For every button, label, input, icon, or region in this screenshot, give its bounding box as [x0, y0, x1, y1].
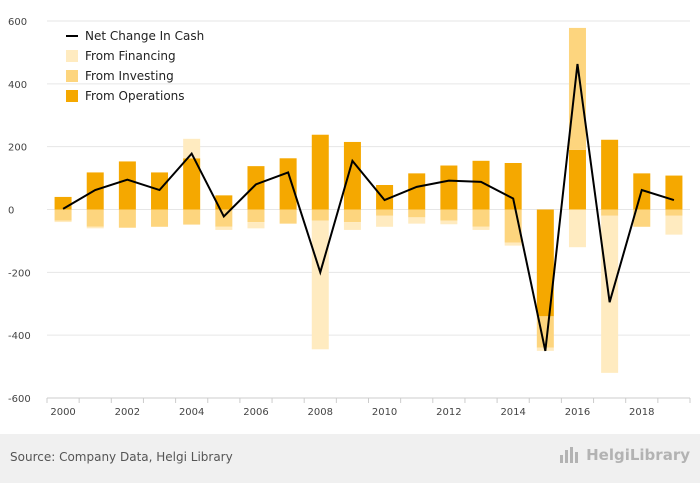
footer: Source: Company Data, Helgi Library Helg… — [0, 434, 700, 483]
x-tick-label: 2016 — [565, 407, 590, 418]
bar-from-financing — [440, 220, 458, 225]
bar-from-financing — [408, 217, 426, 224]
bar-from-operations — [118, 161, 136, 210]
legend-label-from-operations[interactable]: From Operations — [85, 89, 185, 103]
bar-from-investing — [408, 209, 426, 218]
x-tick-label: 2010 — [372, 407, 397, 418]
bar-from-financing — [568, 209, 586, 248]
legend-label-from-investing[interactable]: From Investing — [85, 69, 174, 83]
bar-from-financing — [183, 138, 201, 159]
bars — [54, 27, 683, 373]
bar-from-financing — [54, 220, 72, 223]
bar-from-investing — [118, 209, 136, 228]
x-tick-label: 2006 — [243, 407, 268, 418]
bar-from-operations — [472, 160, 490, 210]
bar-from-investing — [601, 209, 619, 216]
bar-from-investing — [151, 209, 169, 227]
legend: Net Change In Cash From Financing From Inv… — [66, 29, 204, 103]
bar-from-operations — [440, 165, 458, 210]
bar-from-investing — [440, 209, 458, 221]
bar-from-operations — [311, 134, 329, 210]
bar-from-operations — [504, 163, 522, 210]
x-tick-label: 2002 — [115, 407, 140, 418]
x-tick-label: 2014 — [500, 407, 525, 418]
legend-symbol-from-investing — [66, 70, 78, 82]
bar-from-investing — [376, 209, 394, 216]
x-tick-label: 2008 — [308, 407, 333, 418]
x-tick-label: 2000 — [50, 407, 75, 418]
bar-from-operations — [183, 158, 201, 210]
bar-from-investing — [665, 209, 683, 216]
bar-from-financing — [86, 226, 104, 229]
bar-from-operations — [601, 139, 619, 210]
y-tick-label: 600 — [8, 17, 27, 28]
source-text: Source: Company Data, Helgi Library — [10, 450, 233, 464]
bar-from-investing — [279, 209, 297, 224]
bar-from-operations — [279, 158, 297, 210]
bar-from-investing — [215, 209, 233, 227]
bar-from-financing — [247, 222, 265, 229]
x-tick-label: 2018 — [629, 407, 654, 418]
bar-from-financing — [504, 242, 522, 246]
library-columns-icon — [560, 447, 582, 463]
bar-from-investing — [86, 209, 104, 227]
bar-from-financing — [343, 222, 361, 230]
net-change-line — [62, 63, 675, 352]
bar-from-operations — [247, 166, 265, 210]
bar-from-operations — [376, 184, 394, 210]
bar-from-operations — [343, 141, 361, 210]
bar-from-operations — [568, 149, 586, 210]
bar-from-operations — [54, 196, 72, 210]
bar-from-investing — [633, 209, 651, 227]
bar-from-investing — [247, 209, 265, 223]
helgi-library-logo[interactable]: HelgiLibrary — [560, 446, 690, 464]
legend-label-net-change-in-cash[interactable]: Net Change In Cash — [85, 29, 204, 43]
y-tick-label: 400 — [8, 80, 27, 91]
bar-from-investing — [343, 209, 361, 223]
net-change-line-group — [62, 63, 675, 352]
y-tick-label: 200 — [8, 143, 27, 154]
bar-from-financing — [665, 215, 683, 235]
bar-from-investing — [472, 209, 490, 227]
y-tick-label: -400 — [8, 331, 31, 342]
legend-label-from-financing[interactable]: From Financing — [85, 49, 176, 63]
bar-from-investing — [183, 209, 201, 225]
x-tick-label: 2004 — [179, 407, 204, 418]
bar-from-financing — [601, 215, 619, 373]
bar-from-investing — [536, 316, 554, 348]
legend-symbol-from-financing — [66, 50, 78, 62]
x-tick-label: 2012 — [436, 407, 461, 418]
bar-from-financing — [215, 226, 233, 230]
y-tick-label: -600 — [8, 394, 31, 405]
y-tick-label: 0 — [8, 206, 14, 217]
bar-from-investing — [568, 27, 586, 150]
bar-from-operations — [536, 209, 554, 317]
bar-from-operations — [665, 175, 683, 210]
bar-from-financing — [311, 220, 329, 350]
y-tick-label: -200 — [8, 268, 31, 279]
bar-from-investing — [311, 209, 329, 221]
bar-from-operations — [408, 173, 426, 210]
bar-from-operations — [215, 195, 233, 210]
bar-from-financing — [376, 215, 394, 227]
bar-from-financing — [472, 226, 490, 230]
legend-symbol-from-operations — [66, 90, 78, 102]
bar-from-investing — [54, 209, 72, 221]
logo-text: HelgiLibrary — [586, 446, 690, 464]
